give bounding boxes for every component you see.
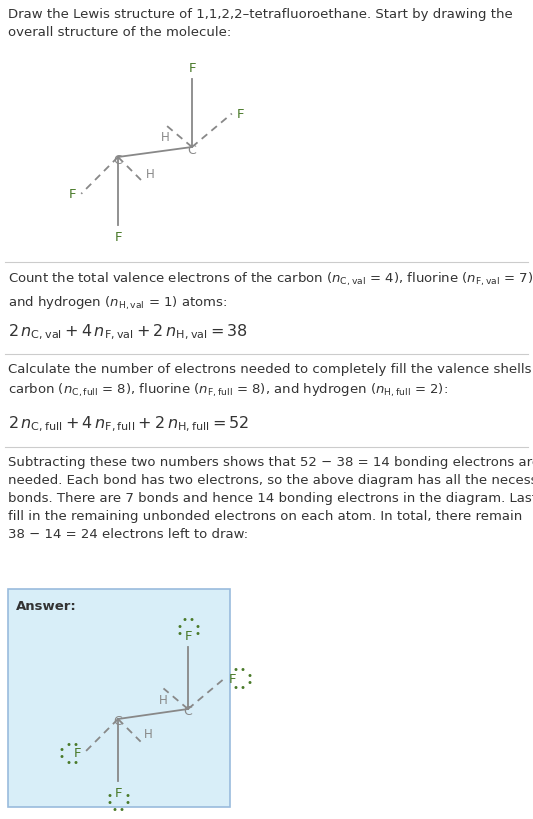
Text: •: • [66, 739, 71, 749]
Text: F: F [229, 672, 236, 685]
Text: •: • [106, 790, 112, 800]
Text: •: • [182, 614, 188, 624]
Text: •: • [58, 752, 64, 762]
Text: C: C [188, 143, 196, 156]
Text: •: • [72, 739, 78, 749]
Text: •: • [106, 797, 112, 807]
Text: •: • [189, 614, 195, 624]
Text: Subtracting these two numbers shows that 52 − 38 = 14 bonding electrons are
need: Subtracting these two numbers shows that… [8, 455, 533, 541]
Text: •: • [111, 804, 117, 814]
Text: •: • [194, 628, 200, 638]
Text: F: F [237, 108, 244, 121]
Text: F: F [114, 786, 122, 799]
Text: Calculate the number of electrons needed to completely fill the valence shells f: Calculate the number of electrons needed… [8, 363, 533, 399]
Text: •: • [72, 757, 78, 767]
Text: F: F [184, 629, 192, 642]
Text: Draw the Lewis structure of 1,1,2,2–tetrafluoroethane. Start by drawing the
over: Draw the Lewis structure of 1,1,2,2–tetr… [8, 8, 513, 39]
Text: •: • [232, 682, 238, 692]
Text: C: C [184, 704, 192, 717]
Text: •: • [124, 790, 130, 800]
Text: •: • [194, 622, 200, 631]
Text: H: H [146, 168, 155, 180]
Text: C: C [114, 715, 123, 727]
Text: Count the total valence electrons of the carbon ($n_\mathrm{C,val}$ = 4), fluori: Count the total valence electrons of the… [8, 270, 533, 311]
Text: •: • [176, 628, 182, 638]
Text: Answer:: Answer: [16, 600, 77, 613]
Text: •: • [118, 804, 125, 814]
Text: F: F [188, 62, 196, 75]
Text: •: • [247, 670, 253, 680]
Text: •: • [176, 622, 182, 631]
Text: $2\,n_\mathrm{C,full} + 4\,n_\mathrm{F,full} + 2\,n_\mathrm{H,full} = 52$: $2\,n_\mathrm{C,full} + 4\,n_\mathrm{F,f… [8, 414, 249, 434]
Text: H: H [143, 726, 152, 740]
Text: H: H [159, 694, 168, 707]
Text: F: F [114, 230, 122, 243]
Text: F: F [74, 747, 81, 759]
Text: C: C [114, 153, 123, 166]
Text: •: • [124, 797, 130, 807]
Text: F: F [69, 188, 76, 201]
Text: •: • [58, 744, 64, 754]
FancyBboxPatch shape [8, 590, 230, 807]
Text: •: • [247, 676, 253, 687]
Text: $2\,n_\mathrm{C,val} + 4\,n_\mathrm{F,val} + 2\,n_\mathrm{H,val} = 38$: $2\,n_\mathrm{C,val} + 4\,n_\mathrm{F,va… [8, 323, 248, 342]
Text: •: • [66, 757, 71, 767]
Text: •: • [232, 664, 238, 674]
Text: H: H [161, 130, 169, 143]
Text: •: • [239, 682, 245, 692]
Text: •: • [239, 664, 245, 674]
